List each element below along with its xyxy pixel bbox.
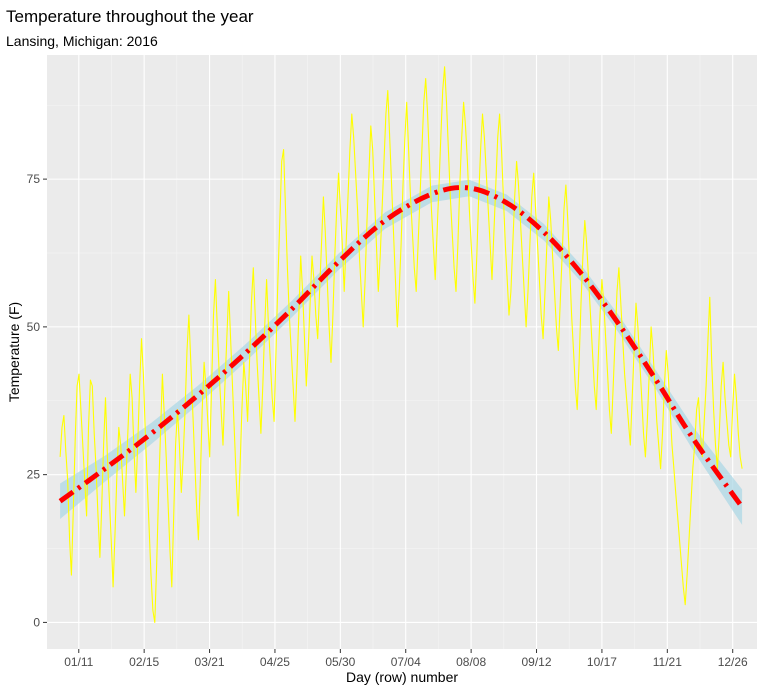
x-tick-label: 09/12 [522,655,552,669]
y-tick-label: 0 [33,615,40,629]
chart-subtitle: Lansing, Michigan: 2016 [6,33,158,49]
x-tick-label: 10/17 [587,655,617,669]
confidence-band-layer [60,179,743,525]
x-tick-label: 03/21 [195,655,225,669]
y-tick-label: 25 [27,468,41,482]
x-axis-ticks: 01/11 02/15 03/21 04/25 05/30 07/04 08/08 09/12… [64,649,748,669]
x-axis-title: Day (row) number [346,669,458,685]
daily-temperature-line [59,66,743,623]
x-tick-label: 11/21 [653,655,682,669]
x-tick-label: 02/15 [129,655,159,669]
x-tick-label: 01/11 [64,655,93,669]
smooth-fit-line [58,185,745,509]
y-tick-label: 75 [27,172,41,186]
grid-major [47,55,757,649]
chart-title: Temperature throughout the year [6,7,254,26]
x-tick-label: 04/25 [260,655,290,669]
x-tick-label: 08/08 [456,655,486,669]
y-tick-label: 50 [27,320,41,334]
smooth-fit-layer [58,185,745,509]
x-tick-label: 05/30 [325,655,355,669]
confidence-band [60,179,743,525]
y-axis-title: Temperature (F) [6,302,22,402]
x-tick-label: 12/26 [718,655,748,669]
y-axis-ticks: 0 25 50 75 [27,172,47,629]
x-tick-label: 07/04 [391,655,421,669]
daily-series-layer [59,66,743,623]
